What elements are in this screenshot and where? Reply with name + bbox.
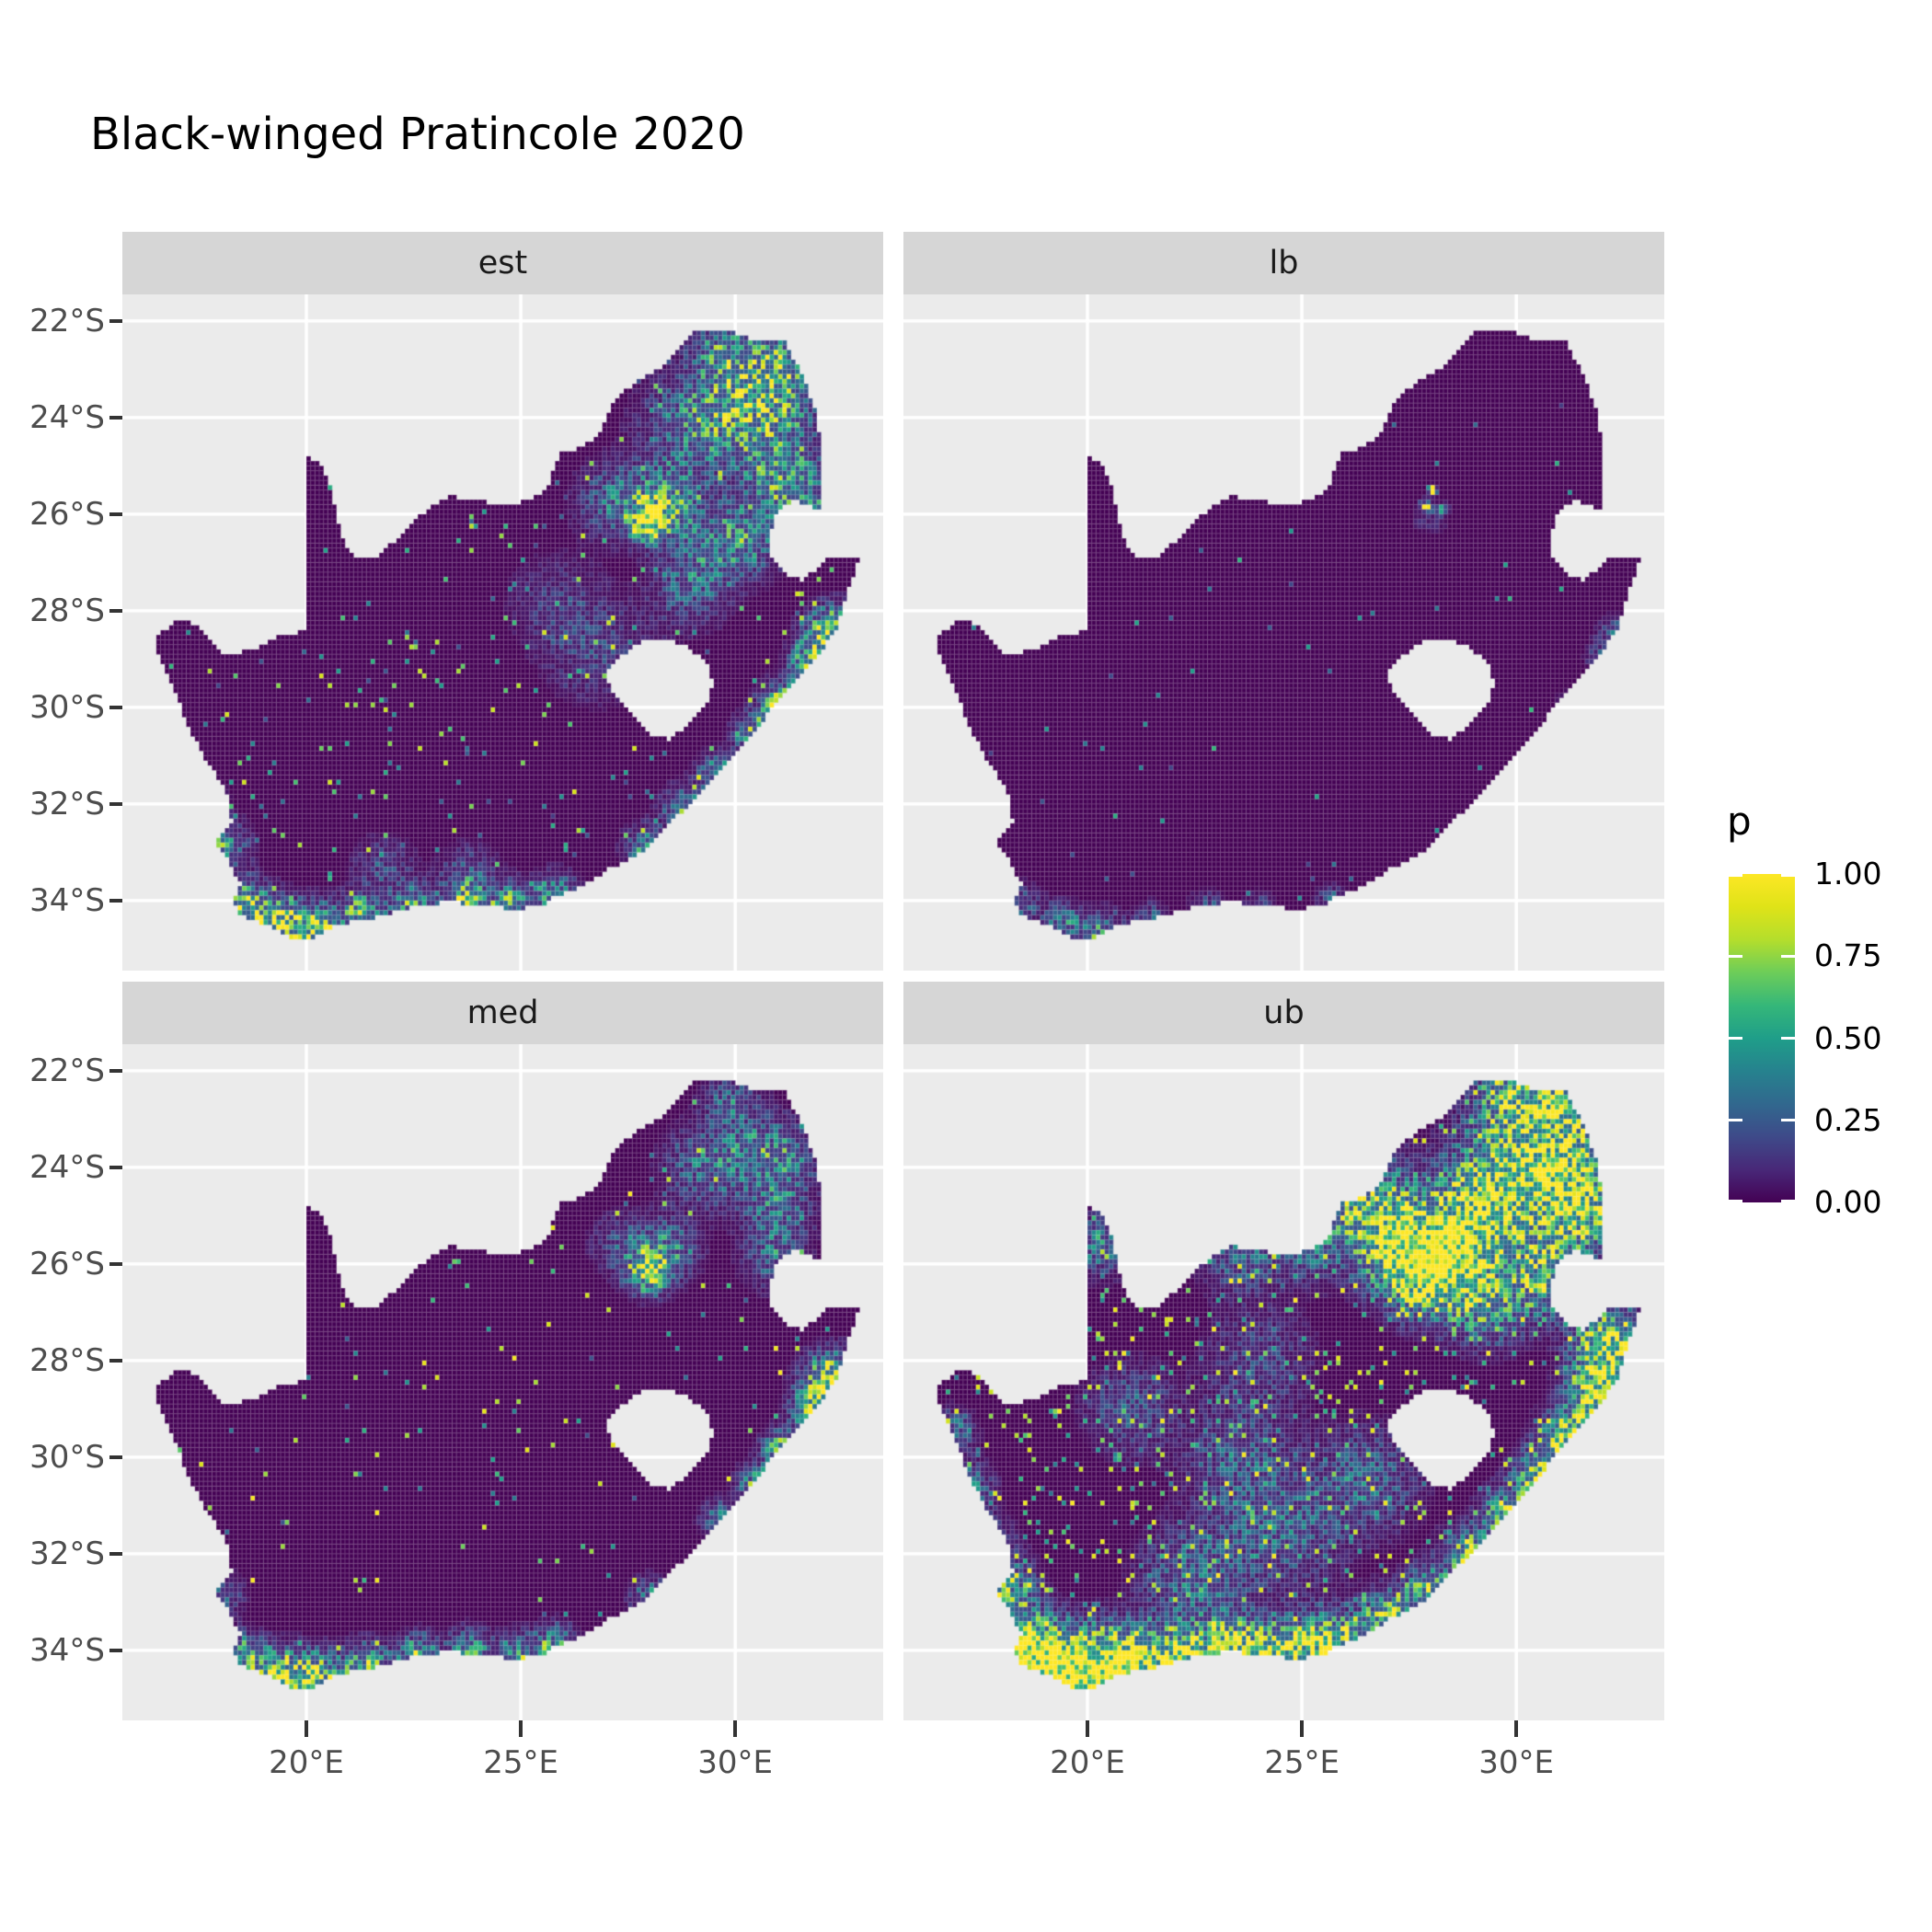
legend-colorbar [1729,874,1795,1202]
y-axis-tick-label: 28°S [29,592,105,629]
legend-tick-mark [1729,874,1742,877]
x-axis-tick-mark [1300,1720,1305,1737]
legend-tick-mark [1781,1037,1795,1040]
y-axis-tick-mark [109,1165,122,1169]
y-axis-tick-mark [109,705,122,709]
y-axis-tick-label: 34°S [29,881,105,919]
facet-strip-est: est [122,232,883,294]
facet-strip-ub: ub [903,982,1664,1044]
map-panel-lb [903,294,1664,971]
y-axis-tick-label: 28°S [29,1341,105,1379]
y-axis-tick-mark [109,1068,122,1073]
legend-tick-mark [1729,954,1742,958]
x-axis-tick-label: 25°E [483,1744,558,1781]
legend-break-label: 0.50 [1814,1019,1882,1056]
y-axis-tick-mark [109,608,122,613]
x-axis-tick-mark [733,1720,738,1737]
legend-tick-mark [1781,954,1795,958]
x-axis-tick-mark [304,1720,308,1737]
legend-title: p [1727,799,1752,844]
legend-tick-mark [1781,1200,1795,1202]
facet-strip-med: med [122,982,883,1044]
y-axis-tick-label: 32°S [29,1535,105,1572]
map-panel-med [122,1044,883,1720]
x-axis-tick-mark [1514,1720,1519,1737]
legend-tick-mark [1729,1037,1742,1040]
legend-break-label: 1.00 [1814,856,1882,891]
facet-strip-label: med [466,995,539,1031]
y-axis-tick-label: 24°S [29,398,105,436]
map-panel-est [122,294,883,971]
y-axis-tick-mark [109,1551,122,1556]
x-axis-tick-label: 20°E [269,1744,344,1781]
y-axis-tick-label: 26°S [29,495,105,533]
y-axis-tick-mark [109,1455,122,1459]
y-axis-tick-mark [109,801,122,806]
legend-tick-mark [1729,1200,1742,1202]
legend-break-label: 0.25 [1814,1101,1882,1138]
y-axis-tick-label: 30°S [29,1438,105,1476]
plot-title: Black-winged Pratincole 2020 [90,109,745,160]
y-axis-tick-label: 22°S [29,1052,105,1089]
map-panel-ub [903,1044,1664,1720]
x-axis-tick-label: 25°E [1264,1744,1340,1781]
y-axis-tick-mark [109,512,122,516]
y-axis-tick-mark [109,318,122,323]
facet-strip-label: est [477,245,528,282]
x-axis-tick-mark [519,1720,523,1737]
y-axis-tick-label: 34°S [29,1631,105,1669]
y-axis-tick-label: 26°S [29,1245,105,1282]
y-axis-tick-mark [109,1261,122,1266]
y-axis-tick-label: 30°S [29,688,105,726]
facet-strip-label: lb [1269,245,1299,282]
facet-strip-lb: lb [903,232,1664,294]
x-axis-tick-label: 30°E [1478,1744,1555,1781]
y-axis-tick-label: 22°S [29,302,105,339]
y-axis-tick-mark [109,1648,122,1652]
y-axis-tick-label: 32°S [29,785,105,822]
y-axis-tick-mark [109,898,122,903]
y-axis-tick-label: 24°S [29,1148,105,1186]
y-axis-tick-mark [109,415,122,420]
legend-break-label: 0.00 [1814,1184,1882,1220]
y-axis-tick-mark [109,1358,122,1363]
legend-tick-mark [1781,1119,1795,1122]
legend-tick-mark [1729,1119,1742,1122]
x-axis-tick-mark [1085,1720,1089,1737]
facet-strip-label: ub [1263,995,1305,1031]
legend-tick-mark [1781,874,1795,877]
x-axis-tick-label: 30°E [697,1744,774,1781]
legend-break-label: 0.75 [1814,937,1882,974]
x-axis-tick-label: 20°E [1050,1744,1125,1781]
